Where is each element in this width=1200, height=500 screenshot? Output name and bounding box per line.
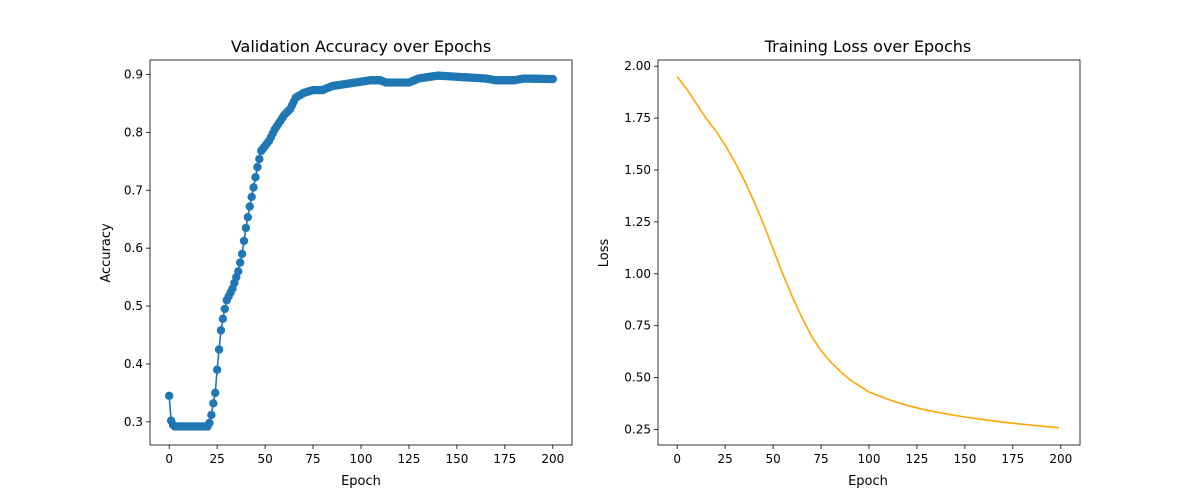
data-point (205, 418, 214, 428)
x-tick-label: 100 (350, 452, 373, 466)
data-point (251, 173, 260, 182)
y-tick-label: 2.00 (624, 59, 651, 73)
data-point (211, 388, 220, 398)
data-point (241, 223, 251, 233)
data-point (216, 326, 226, 335)
y-tick-label: 0.7 (124, 183, 143, 197)
accuracy-chart-title: Validation Accuracy over Epochs (231, 37, 491, 56)
y-tick-label: 1.75 (624, 111, 651, 125)
data-point (220, 304, 230, 314)
data-point (237, 249, 247, 259)
data-point (234, 267, 243, 276)
data-point (239, 236, 249, 246)
loss-chart: Training Loss over Epochs Epoch Loss 0 25… (597, 37, 1081, 489)
series-line (676, 76, 1059, 429)
y-tick-label: 1.00 (624, 267, 651, 281)
loss-y-axis-label: Loss (597, 239, 612, 268)
accuracy-y-axis-label: Accuracy (99, 223, 114, 283)
x-tick-label: 25 (717, 452, 732, 466)
data-point (218, 314, 228, 323)
data-point (212, 365, 222, 374)
accuracy-x-axis-label: Epoch (341, 474, 381, 489)
x-tick-label: 150 (445, 452, 468, 466)
loss-x-axis-label: Epoch (848, 474, 888, 489)
x-tick-label: 25 (209, 452, 224, 466)
y-tick-label: 0.8 (124, 125, 143, 139)
data-point (235, 258, 245, 267)
y-tick-label: 0.50 (624, 371, 651, 385)
data-point (164, 391, 174, 400)
x-tick-label: 175 (1001, 452, 1024, 466)
data-point (243, 212, 253, 222)
data-point (253, 162, 262, 172)
data-point (207, 410, 216, 420)
data-point (548, 74, 558, 84)
x-tick-label: 75 (813, 452, 828, 466)
x-tick-label: 200 (541, 452, 564, 466)
x-tick-label: 150 (953, 452, 976, 466)
loss-chart-title: Training Loss over Epochs (764, 37, 972, 56)
y-tick-label: 0.9 (124, 67, 143, 81)
y-tick-label: 1.25 (624, 215, 651, 229)
x-tick-label: 200 (1049, 452, 1072, 466)
x-tick-label: 0 (165, 452, 173, 466)
data-point (247, 192, 256, 202)
x-tick-label: 50 (257, 452, 272, 466)
y-tick-label: 0.3 (124, 415, 143, 429)
x-tick-label: 125 (398, 452, 421, 466)
y-tick-label: 0.25 (624, 422, 651, 436)
data-point (214, 345, 224, 354)
x-tick-label: 100 (858, 452, 881, 466)
axes-frame (657, 59, 1081, 446)
data-point (209, 399, 218, 408)
data-point (245, 202, 254, 211)
data-point (249, 183, 258, 192)
x-tick-label: 125 (906, 452, 929, 466)
axes-frame (149, 59, 573, 446)
x-tick-label: 75 (305, 452, 320, 466)
y-tick-label: 0.5 (124, 299, 143, 313)
y-tick-label: 0.75 (624, 319, 651, 333)
data-point (255, 154, 264, 164)
accuracy-chart: Validation Accuracy over Epochs Epoch Ac… (99, 37, 573, 489)
x-tick-label: 50 (765, 452, 780, 466)
y-tick-label: 1.50 (624, 163, 651, 177)
x-tick-label: 175 (493, 452, 516, 466)
y-tick-label: 0.6 (124, 241, 143, 255)
y-tick-label: 0.4 (124, 357, 143, 371)
x-tick-label: 0 (673, 452, 681, 466)
series-line (168, 74, 553, 428)
